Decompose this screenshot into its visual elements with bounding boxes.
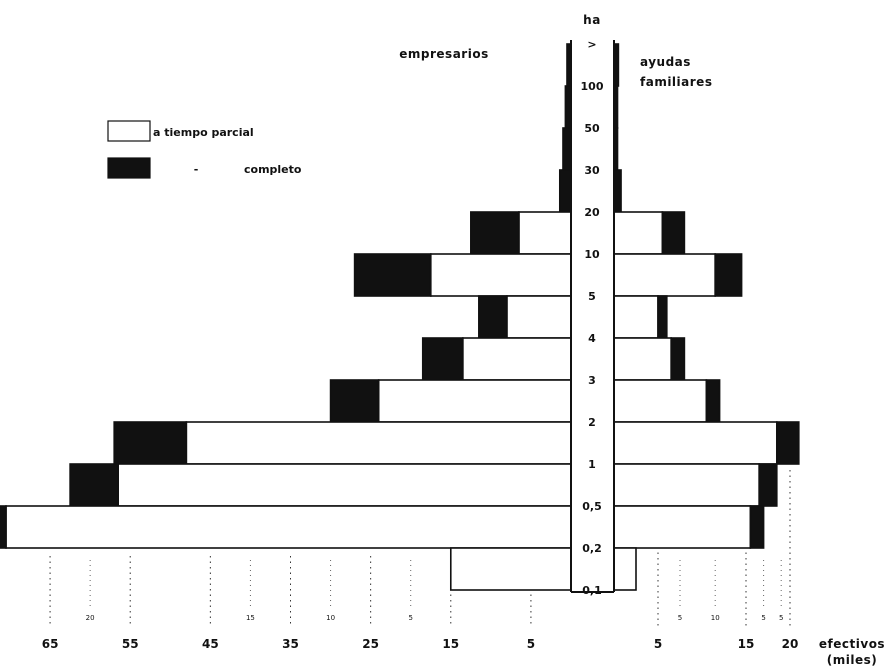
bar-right-parcial [613, 421, 778, 465]
right-minor-tick: 10 [711, 614, 720, 622]
bar-right-completo [670, 337, 686, 381]
bar-right-parcial [613, 547, 637, 591]
left-major-tick: 65 [42, 637, 59, 651]
class-label: 100 [581, 80, 604, 93]
right-major-tick: 15 [738, 637, 755, 651]
bar-left-completo [69, 463, 119, 507]
bar-left-completo [353, 253, 432, 297]
bar-right-parcial [613, 253, 716, 297]
bar-right-completo [657, 295, 668, 339]
bar-left-completo [562, 127, 572, 171]
class-label: 20 [584, 206, 600, 219]
class-label: 5 [588, 290, 596, 303]
bar-right-completo [613, 169, 622, 213]
class-label: 30 [584, 164, 600, 177]
bar-right-parcial [613, 505, 752, 549]
bar-left-parcial [518, 211, 572, 255]
left-minor-tick: 15 [246, 614, 255, 622]
class-label: > [587, 38, 596, 51]
bars [0, 43, 800, 591]
right-minor-tick: 5 [678, 614, 682, 622]
bar-left-parcial [449, 547, 572, 591]
class-label: 4 [588, 332, 596, 345]
right-major-tick: 20 [782, 637, 799, 651]
left-minor-tick: 20 [86, 614, 95, 622]
bar-left-completo [113, 421, 188, 465]
bar-right-completo [758, 463, 778, 507]
bar-left-completo [0, 505, 7, 549]
class-labels: >100 50 30 20 10 5 4 3 2 1 0,5 0,2 0,1 [581, 38, 604, 597]
right-title-line-1: ayudas [640, 55, 691, 69]
bar-left-completo [329, 379, 380, 423]
bar-right-parcial [613, 295, 659, 339]
class-label: 3 [588, 374, 596, 387]
class-label: 50 [584, 122, 600, 135]
class-label: 1 [588, 458, 596, 471]
central-spine [570, 40, 615, 593]
bar-left-parcial [5, 505, 572, 549]
left-title: empresarios [399, 47, 488, 61]
bar-right-completo [775, 421, 800, 465]
legend-label-parcial: a tiempo parcial [153, 126, 254, 139]
legend-swatch-completo [107, 157, 151, 179]
class-label: 0,5 [582, 500, 602, 513]
legend: a tiempo parcial - completo [107, 120, 302, 179]
axis-unit-label: ha [583, 13, 601, 27]
bar-right-completo [714, 253, 743, 297]
bar-left-completo [470, 211, 520, 255]
x-axis-label-line-2: (miles) [827, 653, 877, 667]
class-label: 2 [588, 416, 596, 429]
bar-left-parcial [429, 253, 572, 297]
bar-right-completo [661, 211, 686, 255]
bar-left-completo [478, 295, 508, 339]
class-label: 0,2 [582, 542, 602, 555]
x-axis-label-line-1: efectivos [819, 637, 885, 651]
tick-labels: 65 55 45 35 25 15 520 15 10 55 15 205 10 5 5 [42, 614, 799, 651]
bar-left-completo [558, 169, 572, 213]
class-label: 10 [584, 248, 600, 261]
left-major-tick: 5 [527, 637, 535, 651]
left-major-tick: 15 [442, 637, 459, 651]
bar-left-parcial [117, 463, 572, 507]
right-major-tick: 5 [654, 637, 662, 651]
bar-left-parcial [185, 421, 572, 465]
legend-swatch-parcial [107, 120, 151, 142]
right-minor-tick: 5 [761, 614, 765, 622]
left-minor-tick: 10 [326, 614, 335, 622]
right-minor-tick: 5 [779, 614, 783, 622]
bar-left-parcial [462, 337, 572, 381]
legend-label-dash: - [194, 163, 199, 176]
left-minor-tick: 5 [408, 614, 412, 622]
class-label: 0,1 [582, 584, 602, 597]
bar-left-parcial [506, 295, 572, 339]
bar-right-parcial [613, 463, 760, 507]
left-major-tick: 45 [202, 637, 219, 651]
bar-right-parcial [613, 379, 708, 423]
right-title-line-2: familiares [640, 75, 712, 89]
bar-right-completo [749, 505, 765, 549]
bar-right-completo [705, 379, 721, 423]
bar-left-completo [421, 337, 464, 381]
bar-right-parcial [613, 337, 673, 381]
bar-left-parcial [377, 379, 572, 423]
legend-label-completo: completo [244, 163, 302, 176]
left-major-tick: 25 [362, 637, 379, 651]
left-major-tick: 55 [122, 637, 139, 651]
bar-right-parcial [613, 211, 664, 255]
left-major-tick: 35 [282, 637, 299, 651]
